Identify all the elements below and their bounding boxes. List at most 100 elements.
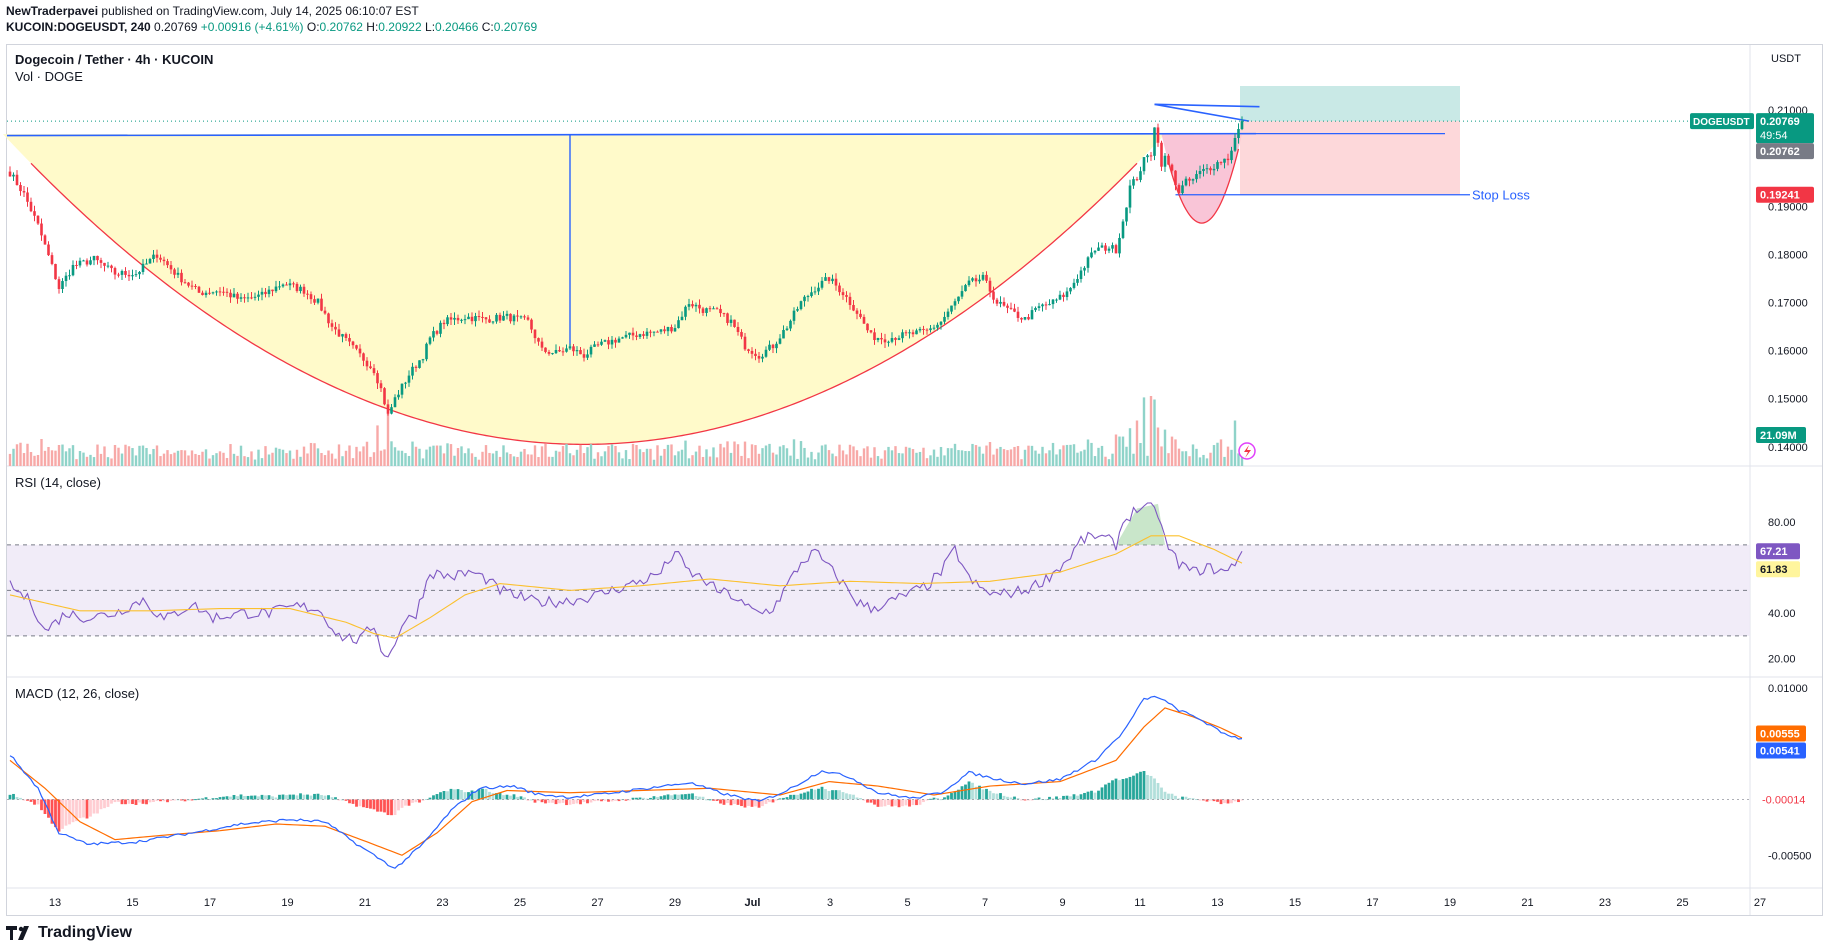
volume-bar <box>1177 448 1181 466</box>
macd-hist-bar <box>883 799 887 807</box>
candle-body <box>792 310 796 321</box>
candle-body <box>1065 291 1069 298</box>
stop-loss-badge-bg <box>1756 186 1814 203</box>
candle-body <box>33 211 36 216</box>
macd-hist-bar <box>141 799 145 804</box>
volume-bar <box>1020 459 1023 466</box>
volume-bar <box>547 456 551 466</box>
volume-bar <box>617 452 621 466</box>
volume-bar <box>19 442 22 466</box>
last-price-badge-value: 0.20769 <box>1760 116 1800 128</box>
candle-body <box>236 293 239 299</box>
candle-body <box>1051 299 1055 305</box>
volume-bar <box>628 459 631 466</box>
macd-hist-bar <box>316 793 320 800</box>
macd-hist-bar <box>1146 774 1149 800</box>
candle-body <box>330 323 334 327</box>
macd-hist-bar <box>124 799 127 805</box>
candle-body <box>603 340 607 342</box>
macd-hist-bar <box>1006 796 1009 800</box>
candle-body <box>327 313 330 324</box>
volume-bar <box>813 459 817 466</box>
macd-hist-bar <box>677 794 680 800</box>
macd-hist-bar <box>722 799 726 805</box>
candle-body <box>397 394 400 398</box>
candle-body <box>565 348 568 352</box>
macd-hist-bar <box>1223 799 1226 804</box>
macd-hist-bar <box>418 799 421 803</box>
macd-hist-bar <box>348 799 351 804</box>
macd-hist-bar <box>1020 799 1023 801</box>
volume-bar <box>470 453 474 466</box>
rsi-tick-label: 40.00 <box>1768 608 1796 620</box>
macd-hist-bar <box>838 790 841 800</box>
macd-hist-bar <box>978 785 981 800</box>
candle-body <box>288 283 292 286</box>
candle-body <box>715 308 719 310</box>
macd-hist-bar <box>442 790 446 800</box>
macd-hist-bar <box>453 789 456 800</box>
volume-bar <box>1090 442 1093 466</box>
macd-hist-bar <box>747 799 750 806</box>
volume-bar <box>288 450 292 466</box>
candle-body <box>1044 304 1048 306</box>
candle-body <box>708 308 712 310</box>
candle-body <box>323 310 327 314</box>
tradingview-brand[interactable]: TradingView <box>6 922 132 944</box>
macd-hist-bar <box>159 799 162 802</box>
candle-body <box>684 306 687 317</box>
candle-body <box>652 331 656 333</box>
macd-hist-bar <box>1170 793 1174 800</box>
macd-hist-bar <box>985 788 988 800</box>
macd-hist-bar <box>778 798 782 800</box>
main-legend-title[interactable]: Dogecoin / Tether · 4h · KUCOIN <box>15 52 214 67</box>
candle-body <box>505 313 509 316</box>
macd-hist-bar <box>61 799 64 829</box>
time-tick-label: 27 <box>1754 897 1766 909</box>
macd-hist-bar <box>355 799 358 807</box>
chart-frame[interactable] <box>6 44 1823 916</box>
candle-body <box>712 308 715 310</box>
volume-bar <box>649 448 652 466</box>
volume-bar <box>869 457 873 466</box>
volume-legend[interactable]: Vol · DOGE <box>15 69 83 84</box>
rsi-legend[interactable]: RSI (14, close) <box>15 475 101 490</box>
volume-bar <box>488 452 491 466</box>
author-name[interactable]: NewTraderpavei <box>6 4 99 18</box>
volume-bar <box>827 450 831 466</box>
macd-hist-bar <box>1121 779 1125 800</box>
volume-bar <box>757 453 761 466</box>
candle-body <box>40 223 43 236</box>
candle-body <box>533 329 537 339</box>
brand-name: TradingView <box>38 924 132 941</box>
lightning-icon <box>1238 442 1256 460</box>
candle-body <box>908 332 911 334</box>
macd-hist-bar <box>26 799 29 801</box>
macd-hist-bar <box>243 795 246 800</box>
candle-body <box>957 296 960 302</box>
candle-body <box>1139 171 1142 180</box>
macd-hist-bar <box>729 799 733 806</box>
volume-bar <box>292 458 295 466</box>
volume-bar <box>785 448 789 466</box>
macd-hist-bar <box>264 795 267 800</box>
volume-bar <box>274 447 278 466</box>
macd-hist-bar <box>148 799 152 803</box>
candle-body <box>82 260 85 262</box>
candle-body <box>1125 207 1128 222</box>
candle-body <box>883 339 887 343</box>
macd-legend[interactable]: MACD (12, 26, close) <box>15 686 140 701</box>
macd-hist-bar <box>1128 776 1132 800</box>
volume-bar <box>603 451 607 466</box>
candle-body <box>351 341 355 346</box>
candle-body <box>785 328 789 330</box>
candle-body <box>166 261 169 266</box>
candle-body <box>827 277 831 282</box>
macd-hist-bar <box>302 794 306 800</box>
volume-bar <box>320 452 323 466</box>
candle-body <box>876 338 880 341</box>
macd-hist-bar <box>572 799 575 805</box>
candle-body <box>1216 162 1219 169</box>
macd-hist-bar <box>939 799 943 801</box>
